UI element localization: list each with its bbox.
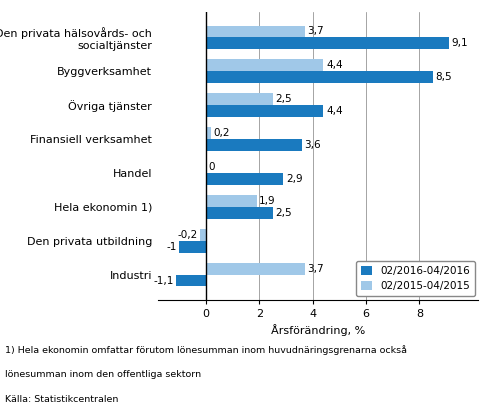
Bar: [179, 241, 206, 253]
Bar: [206, 139, 302, 151]
Bar: [206, 207, 273, 219]
Text: 2,9: 2,9: [286, 174, 303, 184]
Bar: [206, 25, 305, 37]
Text: 3,7: 3,7: [307, 27, 324, 37]
Text: lönesumman inom den offentliga sektorn: lönesumman inom den offentliga sektorn: [5, 370, 201, 379]
Legend: 02/2016-04/2016, 02/2015-04/2015: 02/2016-04/2016, 02/2015-04/2015: [356, 261, 475, 296]
Text: 8,5: 8,5: [435, 72, 452, 82]
Bar: [206, 263, 305, 275]
Bar: [206, 127, 211, 139]
Text: 0,2: 0,2: [214, 128, 230, 138]
Text: -1: -1: [166, 242, 176, 252]
Text: 1,9: 1,9: [259, 196, 276, 206]
Bar: [176, 275, 206, 287]
X-axis label: Årsförändring, %: Årsförändring, %: [271, 324, 365, 336]
Text: 0: 0: [209, 162, 215, 172]
Text: 3,7: 3,7: [307, 264, 324, 274]
Bar: [206, 71, 433, 83]
Text: 4,4: 4,4: [326, 60, 343, 70]
Bar: [206, 105, 323, 117]
Bar: [206, 93, 273, 105]
Text: Källa: Statistikcentralen: Källa: Statistikcentralen: [5, 395, 118, 404]
Text: 2,5: 2,5: [275, 208, 292, 218]
Bar: [201, 229, 206, 241]
Text: 4,4: 4,4: [326, 106, 343, 116]
Text: -0,2: -0,2: [177, 230, 198, 240]
Text: 3,6: 3,6: [305, 140, 321, 150]
Bar: [206, 37, 449, 49]
Text: 2,5: 2,5: [275, 94, 292, 104]
Text: 1) Hela ekonomin omfattar förutom lönesumman inom huvudnäringsgrenarna också: 1) Hela ekonomin omfattar förutom lönesu…: [5, 345, 407, 355]
Text: -1,1: -1,1: [153, 275, 174, 285]
Bar: [206, 173, 283, 185]
Bar: [206, 59, 323, 71]
Bar: [206, 195, 256, 207]
Text: 9,1: 9,1: [452, 38, 468, 48]
